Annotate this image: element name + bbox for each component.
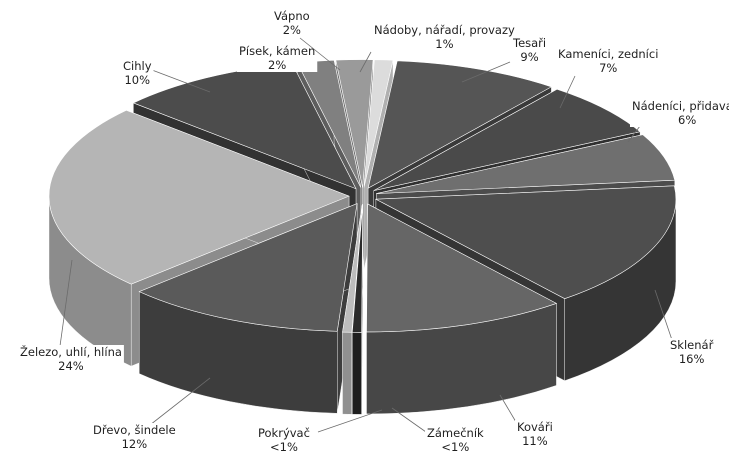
slice-label: Zámečník<1% <box>391 407 486 451</box>
label-box <box>425 426 486 451</box>
slice-label-percent: 9% <box>520 50 538 64</box>
slice-label-name: Tesaři <box>512 36 546 50</box>
slice-label-name: Železo, uhlí, hlína <box>20 344 122 359</box>
label-box <box>668 338 716 366</box>
slice-label-name: Zámečník <box>427 426 484 440</box>
slice-label-percent: 7% <box>599 61 617 75</box>
label-box <box>91 423 178 451</box>
label-box <box>372 23 517 51</box>
slice-label-percent: 24% <box>58 359 84 373</box>
slice-label-percent: 11% <box>522 434 548 448</box>
slice-label-percent: 16% <box>679 352 705 366</box>
label-box <box>515 420 555 448</box>
slice-label-percent: 6% <box>678 113 696 127</box>
label-box <box>256 426 312 451</box>
slice-label-percent: 12% <box>122 437 148 451</box>
pie-slice <box>351 204 364 415</box>
slice-label-percent: <1% <box>270 440 298 451</box>
label-box <box>630 99 729 127</box>
slice-label-percent: 2% <box>268 58 286 72</box>
slice-label-name: Dřevo, šindele <box>93 423 176 437</box>
leader-line <box>59 259 73 347</box>
leader-line <box>149 377 211 426</box>
slice-label-name: Kameníci, zedníci <box>558 47 658 61</box>
slice-label-name: Kováři <box>517 420 553 434</box>
slice-label-percent: 1% <box>435 37 453 51</box>
slice-label-name: Nádeníci, přidavači <box>632 99 729 113</box>
label-box <box>237 44 318 72</box>
label-box <box>511 36 549 64</box>
slice-label: Nádeníci, přidavači6% <box>627 99 729 143</box>
pie-slice <box>366 203 558 415</box>
leader-line <box>654 289 673 341</box>
slice-label-percent: 10% <box>124 73 150 87</box>
label-box <box>272 9 312 37</box>
slice-label-percent: 2% <box>283 23 301 37</box>
leader-line <box>151 69 211 93</box>
slice-label-name: Pokrývač <box>258 426 310 440</box>
slice-label-name: Sklenář <box>670 338 714 352</box>
slice-label-percent: <1% <box>441 440 469 451</box>
slice-label-name: Vápno <box>274 9 310 23</box>
leader-line <box>299 37 341 71</box>
label-box <box>556 47 661 75</box>
leader-line <box>359 51 372 73</box>
leader-line <box>627 125 641 143</box>
leader-line <box>461 61 511 83</box>
slice-label-name: Cihly <box>123 59 152 73</box>
leader-line <box>559 75 576 109</box>
slices-layer <box>48 59 677 415</box>
leader-line <box>317 409 383 433</box>
slice-label: Pokrývač<1% <box>256 409 383 451</box>
leader-line <box>499 394 517 423</box>
label-box <box>18 345 124 373</box>
label-box <box>121 59 154 87</box>
pie-slice <box>138 203 358 414</box>
leader-line <box>391 407 427 433</box>
slice-label-name: Nádoby, nářadí, provazy <box>374 23 515 37</box>
slice-label-name: Písek, kámen <box>239 44 315 58</box>
